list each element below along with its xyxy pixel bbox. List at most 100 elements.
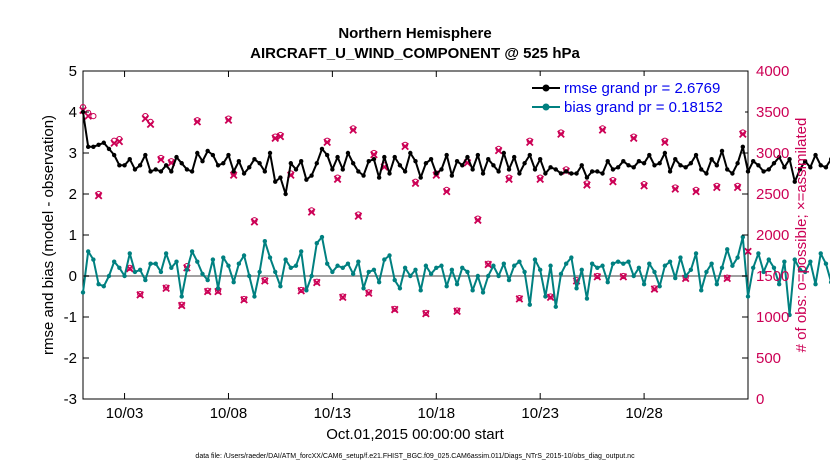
rmse-point <box>636 159 642 164</box>
bias-point <box>496 273 501 279</box>
obs-possible-point <box>90 113 97 120</box>
obs-assimilated-mark <box>146 120 155 129</box>
rmse-point <box>673 156 678 162</box>
bias-point <box>569 255 574 260</box>
bias-point <box>584 296 590 301</box>
obs-possible-point <box>547 293 554 300</box>
rmse-point <box>143 152 148 158</box>
obs-assimilated-point <box>162 284 170 293</box>
x-tick-label: 10/03 <box>106 405 144 422</box>
obs-assimilated-mark <box>671 185 680 193</box>
rmse-point <box>553 167 558 172</box>
obs-assimilated-mark <box>276 132 285 141</box>
bias-point <box>745 294 751 299</box>
bias-point <box>288 265 294 270</box>
obs-assimilated-mark <box>162 284 170 293</box>
obs-assimilated-point <box>390 305 399 314</box>
obs-assimilated-point <box>370 150 378 159</box>
y2-tick-label: 0 <box>756 391 764 408</box>
rmse-point <box>299 159 304 164</box>
bias-point <box>454 282 460 287</box>
rmse-point <box>808 165 813 170</box>
bias-point <box>595 265 600 270</box>
y2-tick-label: 2500 <box>756 186 789 203</box>
obs-assimilated-point <box>193 118 202 126</box>
bias-point <box>813 282 818 287</box>
rmse-point <box>137 163 143 168</box>
rmse-point <box>257 161 262 166</box>
obs-possible-point <box>298 286 305 294</box>
bias-point <box>335 263 340 268</box>
obs-assimilated-point <box>323 138 332 147</box>
rmse-point <box>408 150 413 156</box>
bias-point <box>776 282 782 287</box>
rmse-point <box>756 163 761 168</box>
obs-assimilated-mark <box>141 114 150 123</box>
bias-point <box>558 271 564 277</box>
obs-assimilated-point <box>723 274 732 283</box>
obs-assimilated-point <box>276 132 285 141</box>
obs-assimilated-point <box>141 114 150 123</box>
rmse-point <box>563 169 569 174</box>
obs-possible-point <box>261 277 268 284</box>
obs-assimilated-mark <box>203 287 212 296</box>
rmse-point <box>475 152 481 158</box>
rmse-point <box>169 169 174 174</box>
obs-assimilated-point <box>84 112 93 120</box>
obs-possible-point <box>485 260 492 267</box>
bias-point <box>356 259 361 264</box>
bias-point <box>413 267 418 273</box>
obs-assimilated-mark <box>250 218 259 226</box>
rmse-point <box>111 152 117 158</box>
bias-point <box>537 267 543 273</box>
bias-point <box>293 263 299 268</box>
obs-assimilated-mark <box>557 130 565 138</box>
rmse-point <box>595 169 600 174</box>
bias-point <box>324 261 330 266</box>
bias-point <box>371 267 377 273</box>
obs-assimilated-point <box>240 295 248 304</box>
obs-assimilated-point <box>515 295 524 303</box>
bias-point <box>299 249 304 254</box>
obs-assimilated-point <box>115 137 124 146</box>
x-tick-label: 10/13 <box>314 405 352 422</box>
rmse-point <box>309 173 314 178</box>
obs-assimilated-mark <box>370 150 378 159</box>
y2-tick-label: 1500 <box>756 268 789 285</box>
obs-assimilated-point <box>110 139 119 147</box>
obs-assimilated-point <box>297 286 306 295</box>
bias-point <box>189 249 195 254</box>
rmse-point <box>366 159 371 164</box>
bias-point <box>273 269 278 275</box>
bias-point <box>215 286 221 291</box>
rmse-point <box>340 167 345 172</box>
obs-assimilated-mark <box>338 293 347 302</box>
rmse-point <box>745 169 751 174</box>
obs-assimilated-point <box>349 126 357 134</box>
bias-point <box>309 273 314 279</box>
chart-title-line1: Northern Hemisphere <box>338 25 491 42</box>
legend: rmse grand pr = 2.6769 bias grand pr = 0… <box>528 76 745 118</box>
obs-assimilated-point <box>307 208 316 216</box>
bias-point <box>802 269 808 275</box>
bias-point <box>636 265 642 270</box>
rmse-point <box>148 169 153 174</box>
bias-point <box>319 234 325 240</box>
obs-assimilated-mark <box>744 247 752 256</box>
obs-assimilated-point <box>744 247 752 256</box>
rmse-point <box>200 159 205 164</box>
bias-point <box>818 251 823 256</box>
bias-point <box>262 238 268 244</box>
rmse-point <box>823 165 829 170</box>
bias-point <box>226 263 231 268</box>
x-tick-label: 10/18 <box>418 405 456 422</box>
rmse-point <box>714 163 720 168</box>
bias-point <box>563 261 569 266</box>
obs-assimilated-point <box>494 146 503 155</box>
rmse-point <box>517 171 522 176</box>
bias-point <box>257 269 262 275</box>
rmse-point <box>647 152 652 158</box>
obs-assimilated-mark <box>640 181 648 190</box>
bias-point <box>522 269 527 275</box>
